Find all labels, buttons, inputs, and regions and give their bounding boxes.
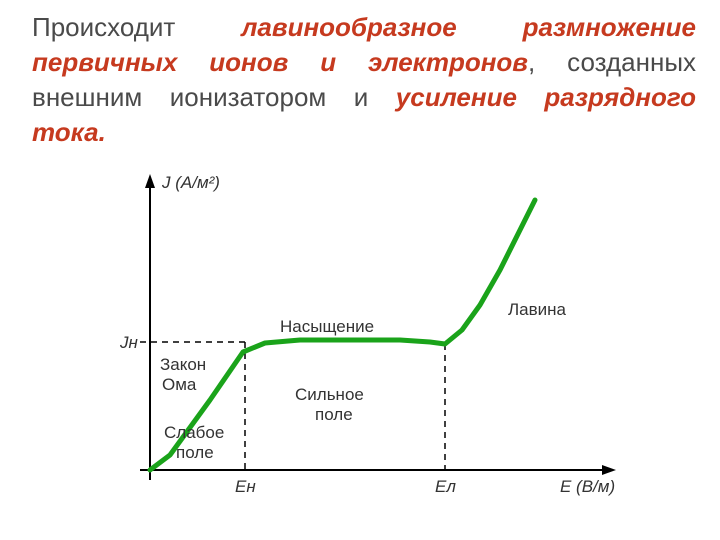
headline-word: первичных [32, 47, 177, 77]
y-tick-jn: Jн [119, 333, 139, 352]
label-avalanche: Лавина [508, 300, 567, 319]
label-saturation: Насыщение [280, 317, 374, 336]
headline-word: Происходит [32, 12, 175, 42]
headline-word: внешним [32, 82, 142, 112]
jv-chart: J (А/м²) E (В/м) Jн Eн Eл Закон Ома Слаб… [90, 170, 630, 530]
x-tick-en: Eн [235, 477, 256, 496]
headline-word: лавинообразное [241, 12, 456, 42]
label-strong-1: Сильное [295, 385, 364, 404]
label-ohm-1: Закон [160, 355, 206, 374]
headline-paragraph: Происходит лавинообразное размножение пе… [32, 10, 696, 150]
label-weak-2: поле [176, 443, 214, 462]
x-axis-arrow [602, 465, 616, 475]
headline-word: созданных [567, 47, 696, 77]
slide: Происходит лавинообразное размножение пе… [0, 0, 720, 540]
headline-word: и [354, 82, 369, 112]
y-axis-arrow [145, 174, 155, 188]
x-tick-el: Eл [435, 477, 456, 496]
label-ohm-2: Ома [162, 375, 197, 394]
label-weak-1: Слабое [164, 423, 224, 442]
headline-word: размножение [523, 12, 696, 42]
headline-word: электронов [368, 47, 528, 77]
y-axis-label: J (А/м²) [161, 173, 220, 192]
headline-word: ионизатором [170, 82, 327, 112]
label-strong-2: поле [315, 405, 353, 424]
x-axis-label: E (В/м) [560, 477, 615, 496]
headline-word: и [320, 47, 336, 77]
headline-word: , [528, 47, 535, 77]
chart-svg: J (А/м²) E (В/м) Jн Eн Eл Закон Ома Слаб… [90, 170, 630, 530]
headline-word: ионов [209, 47, 288, 77]
